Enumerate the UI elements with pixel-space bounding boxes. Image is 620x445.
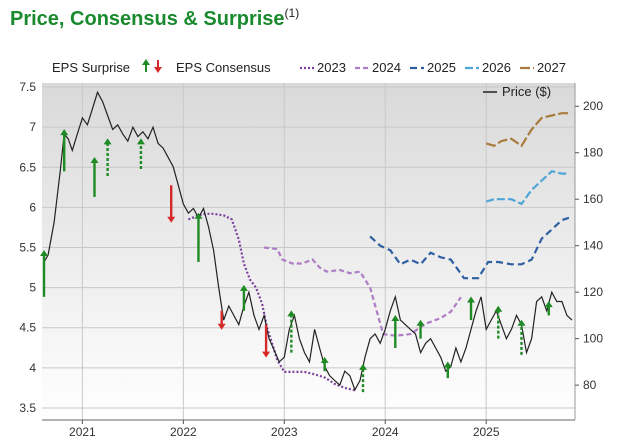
surprise-arrow-up: [60, 129, 69, 172]
chart-title: Price, Consensus & Surprise(1): [10, 6, 300, 31]
grid: [42, 83, 576, 421]
left-tick-label: 6.5: [19, 160, 36, 174]
legend-eps-consensus-label: EPS Consensus: [176, 60, 271, 75]
left-tick-label: 3.5: [19, 401, 36, 415]
surprise-arrowhead: [287, 310, 296, 317]
surprise-arrow-up: [359, 363, 368, 393]
left-axis: 3.5 4 4.5 5 5.5 6 6.5 7 7.5: [19, 80, 36, 415]
price-series-line: [43, 90, 573, 392]
surprise-arrow-up: [416, 319, 425, 339]
consensus-line-2025: [369, 216, 570, 280]
x-tick-label: 2021: [69, 425, 96, 439]
legend-down-head: [154, 67, 162, 73]
right-tick-label: 120: [583, 285, 603, 299]
surprise-arrowhead: [40, 249, 49, 256]
surprise-arrow-up: [103, 138, 112, 176]
surprise-arrow-up: [287, 310, 296, 353]
surprise-arrow-up: [443, 361, 452, 379]
legend-down-arrow-icon: [154, 60, 162, 73]
surprise-arrowhead: [320, 356, 329, 363]
surprise-arrowhead: [90, 157, 99, 164]
surprise-arrow-up: [239, 284, 248, 311]
surprise-arrowhead: [494, 305, 503, 312]
surprise-arrowhead: [359, 363, 368, 370]
surprise-arrow-up: [517, 319, 526, 355]
left-tick-label: 5: [29, 281, 36, 295]
legend-year-2026: 2026: [482, 60, 511, 75]
surprise-arrowhead: [167, 216, 176, 223]
surprise-arrowhead: [262, 351, 271, 358]
surprise-arrowhead: [467, 296, 476, 303]
left-tick-label: 4: [29, 361, 36, 375]
surprise-arrow-up: [467, 296, 476, 321]
legend-year-2023: 2023: [317, 60, 346, 75]
consensus-lines: [187, 112, 570, 392]
legend: EPS Surprise EPS Consensus 2023 2024 2025 202…: [52, 59, 566, 99]
consensus-line-2024: [263, 246, 462, 337]
eps-surprise-arrows: [40, 129, 553, 393]
left-tick-label: 7: [29, 120, 36, 134]
right-tick-label: 160: [583, 192, 603, 206]
surprise-arrow-down: [167, 185, 176, 223]
right-tick-label: 80: [583, 378, 597, 392]
surprise-arrowhead: [443, 361, 452, 368]
surprise-arrow-up: [391, 315, 400, 348]
x-tick-label: 2025: [473, 425, 500, 439]
consensus-line-2026: [485, 170, 569, 206]
legend-year-2025: 2025: [427, 60, 456, 75]
legend-price-label: Price ($): [502, 84, 551, 99]
surprise-arrow-up: [320, 356, 329, 372]
surprise-arrowhead: [103, 138, 112, 145]
surprise-arrow-up: [90, 157, 99, 197]
title-footnote: (1): [284, 6, 300, 20]
surprise-arrowhead: [239, 284, 248, 291]
surprise-arrowhead: [517, 319, 526, 326]
left-tick-label: 6: [29, 200, 36, 214]
chart-title-text: Price, Consensus & Surprise: [10, 8, 285, 30]
surprise-arrow-up: [40, 249, 49, 297]
price-line: [43, 90, 573, 392]
surprise-arrowhead: [416, 319, 425, 326]
legend-eps-surprise-label: EPS Surprise: [52, 60, 130, 75]
left-tick-label: 7.5: [19, 80, 36, 94]
left-tick-label: 4.5: [19, 321, 36, 335]
surprise-arrow-up: [544, 301, 553, 316]
surprise-arrow-up: [494, 305, 503, 339]
surprise-arrowhead: [136, 138, 145, 145]
x-tick-label: 2023: [271, 425, 298, 439]
legend-up-head: [142, 59, 150, 65]
legend-year-2027: 2027: [537, 60, 566, 75]
surprise-arrowhead: [60, 129, 69, 136]
surprise-arrowhead: [544, 301, 553, 308]
left-tick-label: 5.5: [19, 240, 36, 254]
surprise-arrowhead: [217, 323, 226, 330]
surprise-arrow-down: [262, 324, 271, 358]
x-tick-label: 2024: [372, 425, 399, 439]
x-axis: 2021 2022 2023 2024 2025: [69, 420, 500, 439]
surprise-arrow-up: [136, 138, 145, 169]
right-tick-label: 140: [583, 239, 603, 253]
legend-up-arrow-icon: [142, 59, 150, 72]
legend-year-2024: 2024: [372, 60, 401, 75]
surprise-arrowhead: [391, 315, 400, 322]
x-tick-label: 2022: [170, 425, 197, 439]
right-tick-label: 100: [583, 332, 603, 346]
surprise-arrow-down: [217, 310, 226, 330]
right-axis: 80 100 120 140 160 180 200: [575, 99, 603, 392]
surprise-arrow-up: [194, 212, 203, 262]
right-tick-label: 200: [583, 99, 603, 113]
right-tick-label: 180: [583, 146, 603, 160]
surprise-arrowhead: [194, 212, 203, 219]
